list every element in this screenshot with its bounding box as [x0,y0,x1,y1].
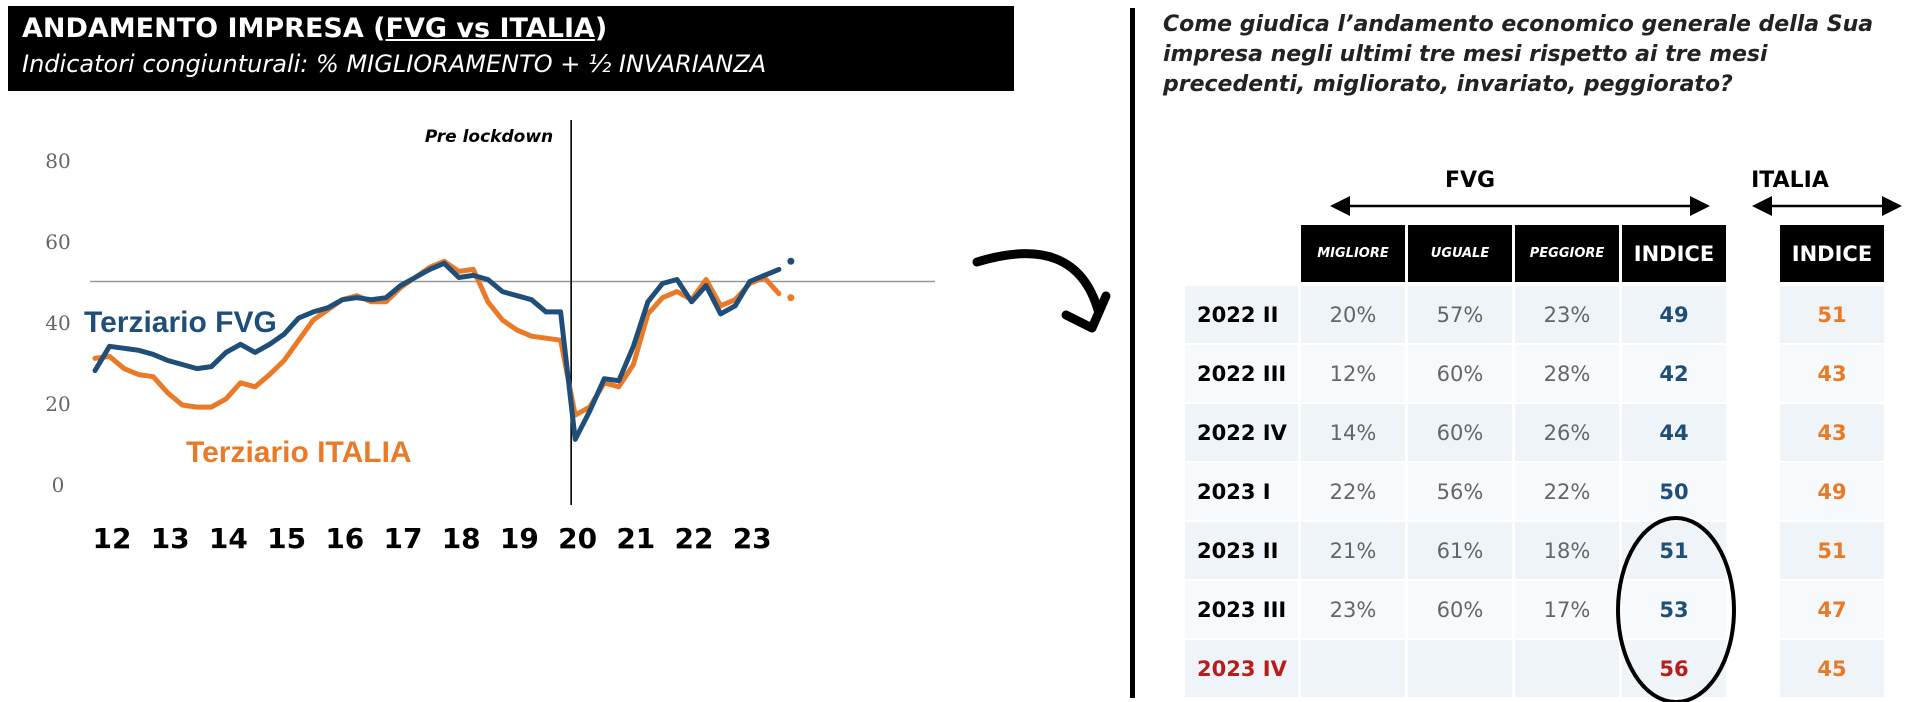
x-tick-label: 22 [675,522,714,555]
cell-period: 2023 I [1185,463,1298,520]
cell-peggiore [1515,640,1619,697]
cell-indice-fvg: 53 [1622,581,1726,638]
page-title: ANDAMENTO IMPRESA (FVG vs ITALIA) [22,13,608,44]
x-tick-label: 17 [384,522,423,555]
x-tick-label: 21 [616,522,655,555]
header-migliore: MIGLIORE [1301,225,1405,282]
cell-uguale: 57% [1408,286,1512,343]
cell-indice-fvg: 56 [1622,640,1726,697]
x-tick-label: 18 [442,522,481,555]
cell-period: 2022 III [1185,345,1298,402]
header-indice-italia: INDICE [1780,225,1884,282]
cell-period: 2023 IV [1185,640,1298,697]
series-line-fvg [92,260,782,442]
cell-period: 2022 II [1185,286,1298,343]
header-uguale: UGUALE [1408,225,1512,282]
y-tick-label: 0 [52,473,65,497]
x-tick-label: 19 [500,522,539,555]
cell-indice-italia: 47 [1780,581,1884,638]
cell-peggiore: 22% [1515,463,1619,520]
cell-period: 2023 III [1185,581,1298,638]
y-tick-label: 20 [45,392,70,416]
cell-migliore: 23% [1301,581,1405,638]
cell-indice-fvg: 42 [1622,345,1726,402]
cell-indice-fvg: 51 [1622,522,1726,579]
x-tick-label: 13 [151,522,190,555]
curved-arrow-icon [972,249,1103,315]
cell-peggiore: 28% [1515,345,1619,402]
cell-uguale [1408,640,1512,697]
cell-indice-fvg: 44 [1622,404,1726,461]
series-last-point-italia [787,294,795,302]
cell-indice-italia: 51 [1780,522,1884,579]
cell-migliore: 14% [1301,404,1405,461]
header-peggiore: PEGGIORE [1515,225,1619,282]
x-tick-label: 12 [93,522,132,555]
title-underlined: FVG vs ITALIA [385,13,595,44]
curved-arrow-head-icon [1061,291,1111,333]
cell-peggiore: 18% [1515,522,1619,579]
group-label-fvg: FVG [1444,168,1496,193]
cell-peggiore: 17% [1515,581,1619,638]
x-tick-label: 23 [733,522,772,555]
series-label-italia: Terziario ITALIA [186,436,412,469]
series-label-fvg: Terziario FVG [84,306,277,339]
group-label-italia: ITALIA [1751,168,1829,193]
cell-indice-italia: 45 [1780,640,1884,697]
cell-indice-italia: 43 [1780,345,1884,402]
cell-migliore: 22% [1301,463,1405,520]
cell-indice-fvg: 49 [1622,286,1726,343]
fvg-range-arrow [1330,196,1710,216]
lockdown-annotation: Pre lockdown [425,127,553,147]
x-tick-label: 16 [325,522,364,555]
italia-range-arrow [1752,196,1902,216]
y-tick-label: 80 [45,149,70,173]
title-box: ANDAMENTO IMPRESA (FVG vs ITALIA) Indica… [8,6,1014,91]
cell-migliore: 12% [1301,345,1405,402]
x-tick-label: 15 [267,522,306,555]
series-last-point-fvg [787,257,795,265]
line-chart: 0 20 40 60 80 Pre lockdown Terziario FVG Terzia… [45,120,935,555]
cell-indice-italia: 49 [1780,463,1884,520]
y-tick-label: 60 [45,230,70,254]
cell-migliore [1301,640,1405,697]
cell-peggiore: 23% [1515,286,1619,343]
cell-migliore: 21% [1301,522,1405,579]
cell-uguale: 56% [1408,463,1512,520]
cell-indice-fvg: 50 [1622,463,1726,520]
cell-indice-italia: 51 [1780,286,1884,343]
header-indice-fvg: INDICE [1622,225,1726,282]
page-subtitle: Indicatori congiunturali: % MIGLIORAMENT… [22,50,767,78]
x-tick-label: 20 [558,522,597,555]
cell-uguale: 60% [1408,404,1512,461]
y-tick-label: 40 [45,311,70,335]
cell-uguale: 61% [1408,522,1512,579]
x-tick-label: 14 [209,522,248,555]
cell-period: 2023 II [1185,522,1298,579]
survey-question: Come giudica l’andamento economico gener… [1163,12,1874,97]
cell-indice-italia: 43 [1780,404,1884,461]
cell-uguale: 60% [1408,345,1512,402]
vertical-divider [1130,8,1135,698]
cell-period: 2022 IV [1185,404,1298,461]
cell-migliore: 20% [1301,286,1405,343]
cell-uguale: 60% [1408,581,1512,638]
cell-peggiore: 26% [1515,404,1619,461]
